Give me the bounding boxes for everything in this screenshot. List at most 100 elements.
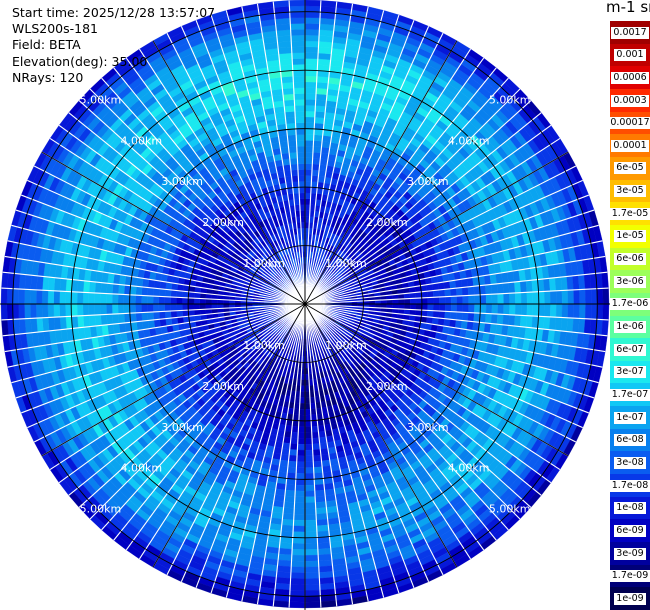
- gate-cell: [304, 186, 312, 194]
- gate-cell: [311, 437, 320, 445]
- gate-cell: [141, 303, 148, 313]
- gate-cell: [141, 286, 149, 296]
- gate-cell: [503, 303, 510, 315]
- gate-cell: [579, 303, 586, 319]
- gate-cell: [1, 272, 9, 289]
- gate-cell: [164, 303, 171, 312]
- gate-cell: [315, 93, 328, 101]
- gate-cell: [304, 554, 319, 562]
- gate-cell: [35, 303, 43, 319]
- gate-cell: [293, 519, 306, 527]
- gate-cell: [100, 282, 108, 294]
- gate-cell: [59, 316, 67, 330]
- gate-cell: [421, 297, 428, 305]
- gate-cell: [444, 303, 452, 312]
- gate-cell: [304, 157, 313, 165]
- gate-cell: [526, 291, 534, 305]
- gate-cell: [311, 431, 320, 439]
- gate-cell: [59, 290, 66, 305]
- gate-cell: [111, 303, 119, 315]
- gate-cell: [520, 292, 528, 305]
- gate-cell: [312, 157, 321, 165]
- gate-cell: [304, 0, 322, 7]
- gate-cell: [304, 46, 319, 54]
- gate-cell: [297, 432, 306, 439]
- gate-cell: [550, 303, 557, 318]
- gate-cell: [304, 151, 314, 159]
- gate-cell: [289, 595, 306, 603]
- gate-cell: [304, 549, 319, 556]
- gate-cell: [304, 58, 319, 65]
- gate-cell: [409, 298, 417, 305]
- gate-cell: [35, 289, 43, 305]
- gate-cell: [0, 303, 8, 321]
- gate-cell: [415, 303, 423, 311]
- gate-cell: [299, 408, 306, 416]
- gate-cell: [295, 467, 306, 474]
- gate-cell: [304, 163, 313, 170]
- gate-cell: [118, 313, 125, 324]
- gate-cell: [579, 289, 586, 305]
- gate-cell: [117, 294, 125, 305]
- gate-cell: [304, 116, 315, 124]
- gate-cell: [304, 496, 316, 503]
- gate-cell: [508, 281, 516, 294]
- gate-cell: [304, 595, 321, 603]
- gate-cell: [129, 303, 136, 314]
- gate-cell: [147, 287, 154, 297]
- gate-cell: [112, 283, 120, 295]
- gate-cell: [456, 295, 464, 305]
- gate-cell: [427, 303, 434, 311]
- gate-cell: [515, 303, 522, 316]
- gate-cell: [433, 303, 440, 312]
- gate-cell: [293, 508, 306, 515]
- gate-cell: [314, 117, 325, 124]
- gate-cell: [65, 303, 72, 317]
- gate-cell: [479, 294, 487, 305]
- gate-cell: [0, 287, 8, 305]
- gate-cell: [18, 303, 25, 320]
- gate-cell: [544, 303, 551, 318]
- gate-cell: [508, 314, 516, 327]
- gate-cell: [304, 519, 317, 527]
- gate-cell: [490, 313, 498, 325]
- gate-cell: [193, 303, 201, 310]
- gate-cell: [450, 287, 457, 297]
- gate-cell: [549, 277, 557, 292]
- gate-cell: [292, 531, 306, 539]
- gate-cell: [438, 310, 446, 319]
- gate-cell: [311, 169, 320, 177]
- gate-cell: [82, 315, 91, 328]
- gate-cell: [288, 455, 298, 462]
- gate-cell: [450, 303, 458, 313]
- gate-cell: [88, 281, 96, 294]
- gate-cell: [304, 572, 320, 579]
- gate-cell: [135, 286, 143, 296]
- gate-cell: [304, 145, 314, 153]
- gate-cell: [193, 298, 201, 305]
- gate-cell: [158, 296, 166, 305]
- gate-cell: [298, 426, 306, 433]
- gate-cell: [295, 473, 306, 480]
- gate-cell: [82, 292, 90, 305]
- gate-cell: [24, 289, 31, 305]
- gate-cell: [502, 282, 510, 294]
- gate-cell: [94, 314, 102, 327]
- gate-cell: [456, 311, 463, 321]
- gate-cell: [439, 303, 446, 312]
- gate-cell: [304, 537, 318, 544]
- gate-cell: [82, 303, 90, 316]
- gate-cell: [41, 303, 49, 318]
- gate-cell: [70, 303, 78, 317]
- gate-cell: [314, 111, 326, 119]
- gate-cell: [53, 277, 61, 292]
- gate-cell: [12, 288, 20, 305]
- gate-cell: [404, 298, 411, 305]
- gate-cell: [550, 290, 557, 305]
- gate-cell: [298, 414, 306, 422]
- gate-cell: [490, 283, 498, 295]
- gate-cell: [502, 314, 510, 326]
- gate-cell: [176, 297, 183, 305]
- gate-cell: [409, 303, 417, 310]
